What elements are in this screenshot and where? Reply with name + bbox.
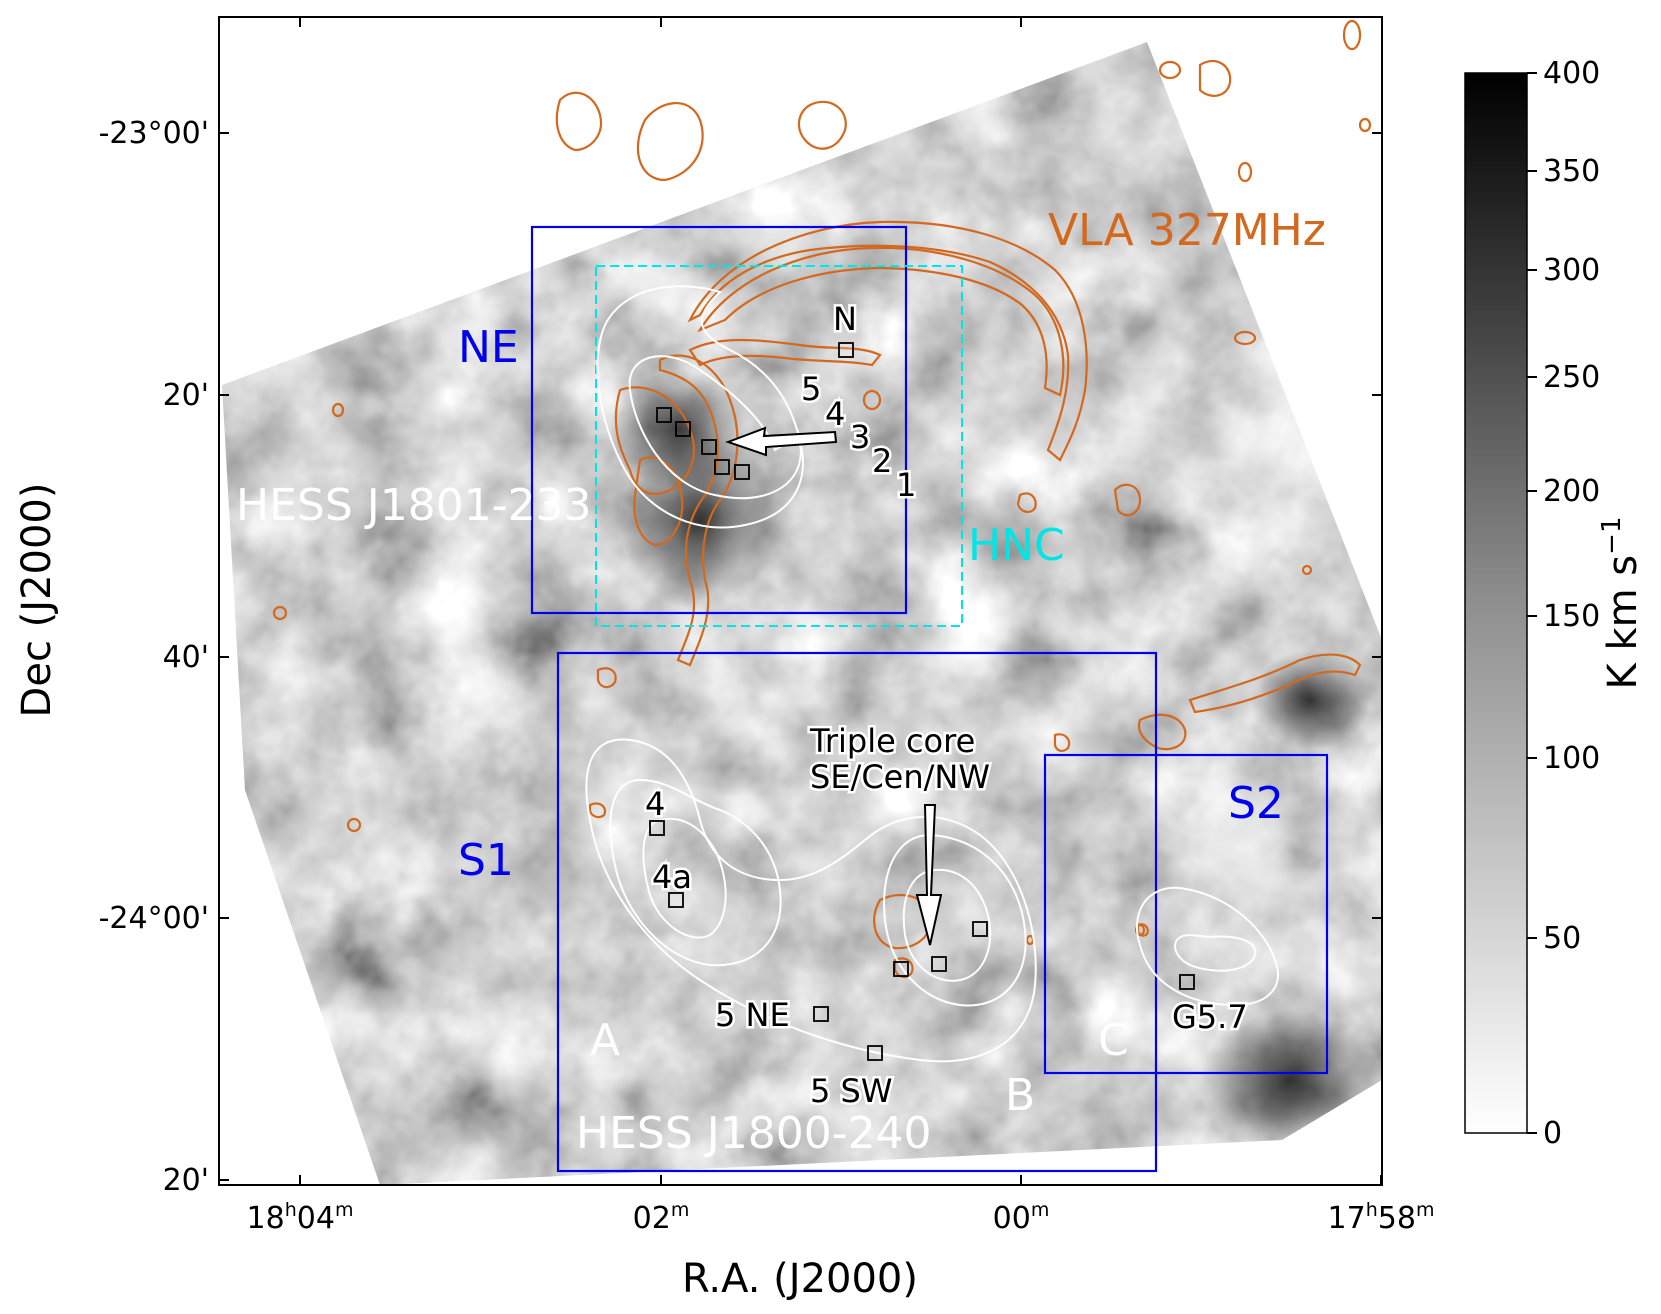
colorbar-tick-label: 0 bbox=[1543, 1116, 1562, 1151]
source-name-j1801: HESS J1801-233 bbox=[236, 480, 592, 531]
region-label-ne: NE bbox=[458, 322, 519, 373]
tick-marks bbox=[219, 17, 1382, 1185]
marker-label: G5.7 bbox=[1172, 998, 1248, 1036]
colorbar-ticks: 400 350 300 250 200 150 100 50 0 bbox=[1527, 56, 1600, 1151]
component-label-a: A bbox=[590, 1015, 620, 1066]
x-tick-label: 18h04m bbox=[247, 1199, 354, 1236]
region-boxes bbox=[530, 225, 1329, 1173]
colorbar-tick-label: 350 bbox=[1543, 154, 1600, 189]
marker-label: 5 bbox=[801, 370, 821, 408]
y-tick-labels: -23°00' 20' 40' -24°00' 20' bbox=[99, 116, 209, 1198]
colorbar-tick-label: 200 bbox=[1543, 474, 1600, 509]
co-intensity-map bbox=[222, 42, 1382, 1185]
ne-arrow bbox=[725, 426, 838, 457]
component-label-b: B bbox=[1005, 1070, 1035, 1121]
hnc-box bbox=[595, 265, 963, 627]
colorbar-tick-label: 150 bbox=[1543, 599, 1600, 634]
x-tick-label: 00m bbox=[993, 1199, 1050, 1236]
y-tick-label: 40' bbox=[163, 640, 209, 675]
y-tick-label: -24°00' bbox=[99, 901, 209, 936]
radio-contours bbox=[272, 19, 1372, 979]
x-tick-labels: 18h04m 02m 00m 17h58m bbox=[247, 1199, 1435, 1236]
colorbar: 400 350 300 250 200 150 100 50 0 K km s−1 bbox=[1464, 56, 1646, 1151]
triple-core-arrow bbox=[915, 804, 943, 946]
marker-label: 5 NE bbox=[715, 996, 790, 1034]
marker-label: 1 bbox=[896, 466, 916, 504]
vla-label: VLA 327MHz bbox=[1048, 205, 1326, 256]
x-axis-label: R.A. (J2000) bbox=[682, 1256, 918, 1302]
colorbar-tick-label: 50 bbox=[1543, 921, 1581, 956]
y-tick-label: 20' bbox=[163, 1163, 209, 1198]
y-tick-label: -23°00' bbox=[99, 116, 209, 151]
region-label-s2: S2 bbox=[1228, 778, 1284, 829]
marker-label: 4 bbox=[825, 395, 845, 433]
annotation-line1: Triple core bbox=[809, 722, 975, 760]
region-label-s1: S1 bbox=[458, 835, 514, 886]
marker-label: 5 SW bbox=[810, 1072, 892, 1110]
source-name-j1800: HESS J1800-240 bbox=[576, 1108, 932, 1159]
arrows bbox=[725, 426, 943, 946]
s1-box bbox=[556, 651, 1158, 1173]
marker-label: 4 bbox=[645, 785, 665, 823]
marker-label: N bbox=[833, 300, 857, 338]
colorbar-tick-label: 100 bbox=[1543, 741, 1600, 776]
region-label-hnc: HNC bbox=[968, 520, 1065, 571]
marker-label: 4a bbox=[652, 858, 692, 896]
colorbar-tick-label: 300 bbox=[1543, 253, 1600, 288]
component-label-c: C bbox=[1098, 1015, 1129, 1066]
s2-box bbox=[1043, 753, 1329, 1075]
plot-frame bbox=[218, 16, 1383, 1186]
x-tick-label: 02m bbox=[633, 1199, 690, 1236]
s-marker-labels: 4 4a 5 NE 5 SW G5.7 Triple core SE/Cen/N… bbox=[643, 720, 1251, 1113]
colorbar-gradient bbox=[1464, 72, 1528, 1134]
colorbar-tick-label: 400 bbox=[1543, 56, 1600, 91]
ne-marker-labels: N 5 4 3 2 1 bbox=[799, 298, 919, 507]
x-tick-label: 17h58m bbox=[1328, 1199, 1435, 1236]
source-markers bbox=[649, 342, 1195, 1061]
marker-label: 3 bbox=[850, 418, 870, 456]
colorbar-label: K km s−1 bbox=[1597, 517, 1646, 690]
marker-label: 2 bbox=[872, 442, 892, 480]
colorbar-tick-label: 250 bbox=[1543, 360, 1600, 395]
y-tick-label: 20' bbox=[163, 378, 209, 413]
y-axis-label: Dec (J2000) bbox=[14, 483, 60, 718]
annotation-line2: SE/Cen/NW bbox=[810, 758, 990, 796]
ne-box bbox=[530, 225, 908, 615]
